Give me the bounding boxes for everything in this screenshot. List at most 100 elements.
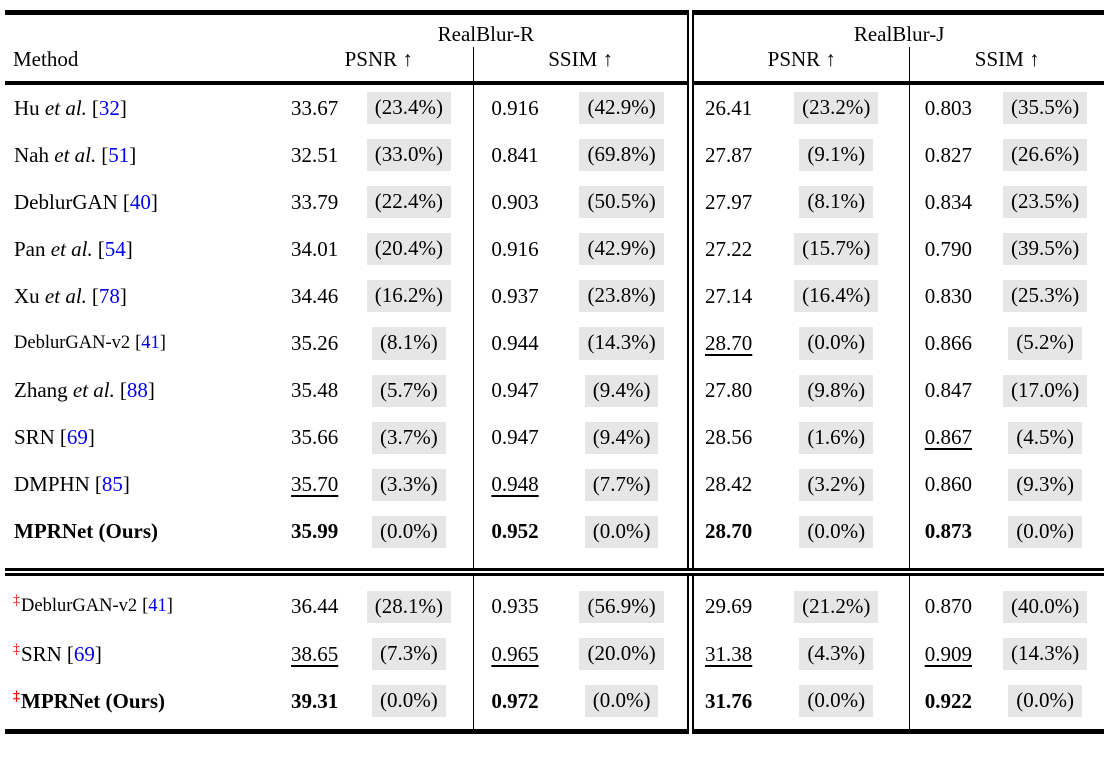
citation-number[interactable]: 88 bbox=[126, 378, 148, 403]
citation-number[interactable]: 69 bbox=[66, 425, 88, 450]
ssim-realblur-j-cell: 0.790 bbox=[909, 226, 987, 274]
psnr-realblur-j-pct-cell: (0.0%) bbox=[763, 509, 910, 572]
method-cite[interactable]: [41] bbox=[135, 333, 166, 353]
metric-value: 35.99 bbox=[291, 519, 339, 544]
citation-number[interactable]: 40 bbox=[129, 189, 151, 214]
metric-pct: (0.0%) bbox=[372, 515, 446, 548]
ssim-realblur-j-pct-cell: (17.0%) bbox=[986, 368, 1104, 415]
method-name: Hu bbox=[14, 95, 40, 120]
citation-number[interactable]: 54 bbox=[104, 236, 126, 261]
metric-value: 32.51 bbox=[291, 142, 339, 167]
citation-number[interactable]: 69 bbox=[73, 641, 95, 666]
metric-value: 0.803 bbox=[924, 95, 972, 120]
cite-bracket-open: [ bbox=[122, 189, 130, 214]
ssim-realblur-r-pct-cell: (50.5%) bbox=[556, 179, 691, 226]
ssim-realblur-r-cell: 0.965 bbox=[473, 631, 556, 679]
psnr-realblur-r-pct-cell: (7.3%) bbox=[345, 631, 474, 678]
citation-number[interactable]: 85 bbox=[101, 472, 123, 497]
metric-pct: (9.8%) bbox=[799, 374, 874, 407]
ssim-realblur-r-pct-cell: (0.0%) bbox=[556, 509, 691, 572]
metric-pct: (20.0%) bbox=[579, 638, 664, 671]
method-header-spacer bbox=[5, 13, 285, 48]
ssim-realblur-j-pct-cell: (0.0%) bbox=[986, 678, 1104, 732]
ssim-realblur-r-pct-cell: (9.4%) bbox=[556, 368, 691, 415]
method-cite[interactable]: [40] bbox=[123, 190, 158, 214]
metric-pct: (0.0%) bbox=[799, 515, 874, 548]
cite-bracket-close: ] bbox=[147, 378, 155, 403]
cite-bracket-open: [ bbox=[66, 641, 74, 666]
ssim-realblur-r-pct-cell: (23.8%) bbox=[556, 273, 691, 320]
method-cite[interactable]: [69] bbox=[60, 425, 95, 449]
ssim-realblur-r-cell: 0.937 bbox=[473, 273, 556, 321]
metric-value: 0.922 bbox=[924, 688, 972, 713]
psnr-realblur-j-cell: 27.22 bbox=[687, 226, 764, 274]
psnr-realblur-r-cell: 38.65 bbox=[285, 631, 345, 678]
method-cite[interactable]: [88] bbox=[120, 378, 155, 402]
ssim-realblur-j-cell: 0.922 bbox=[909, 678, 987, 732]
method-cite[interactable]: [51] bbox=[101, 143, 136, 167]
psnr-header-realblur-r: PSNR ↑ bbox=[284, 47, 474, 85]
method-cell: ‡MPRNet (Ours)[] bbox=[5, 678, 285, 732]
ssim-header-realblur-j: SSIM ↑ bbox=[909, 47, 1104, 85]
ssim-realblur-r-cell: 0.947 bbox=[473, 414, 556, 462]
cite-bracket-open: [ bbox=[91, 95, 99, 120]
metric-pct: (0.0%) bbox=[584, 685, 659, 718]
method-cite[interactable]: [69] bbox=[67, 642, 102, 666]
cite-bracket-close: ] bbox=[122, 472, 130, 497]
metric-value: 35.66 bbox=[291, 425, 339, 450]
psnr-realblur-r-cell: 35.26 bbox=[285, 320, 345, 367]
metric-pct: (1.6%) bbox=[799, 421, 874, 454]
citation-number[interactable]: 41 bbox=[148, 596, 167, 617]
metric-value: 33.67 bbox=[291, 95, 339, 120]
method-cell: Hu et al. [32] bbox=[5, 83, 285, 132]
citation-number[interactable]: 51 bbox=[108, 142, 130, 167]
ssim-realblur-j-cell: 0.847 bbox=[909, 367, 987, 415]
psnr-realblur-r-cell: 35.66 bbox=[285, 415, 345, 462]
ssim-realblur-j-pct-cell: (9.3%) bbox=[986, 462, 1104, 509]
ssim-realblur-r-cell: 0.916 bbox=[473, 226, 556, 274]
metric-value: 34.46 bbox=[291, 283, 339, 308]
psnr-realblur-j-cell: 31.76 bbox=[687, 678, 764, 732]
psnr-realblur-j-pct-cell: (0.0%) bbox=[763, 320, 910, 367]
cite-bracket-open: [ bbox=[101, 142, 109, 167]
psnr-realblur-r-pct-cell: (16.2%) bbox=[345, 273, 474, 320]
metric-pct: (28.1%) bbox=[366, 590, 452, 624]
ssim-realblur-j-cell: 0.834 bbox=[909, 179, 987, 227]
metric-value: 29.69 bbox=[705, 594, 753, 619]
method-cite[interactable]: [41] bbox=[142, 596, 173, 616]
ssim-realblur-j-cell: 0.803 bbox=[909, 83, 987, 133]
ssim-realblur-j-pct-cell: (39.5%) bbox=[986, 226, 1104, 273]
metric-value: 27.80 bbox=[705, 378, 753, 403]
ssim-realblur-r-pct-cell: (7.7%) bbox=[556, 462, 691, 509]
metric-pct: (9.1%) bbox=[799, 139, 874, 172]
method-cell: SRN [69] bbox=[5, 415, 285, 462]
psnr-realblur-j-pct-cell: (16.4%) bbox=[763, 273, 910, 320]
cite-bracket-close: ] bbox=[159, 333, 166, 354]
method-cite[interactable]: [85] bbox=[95, 472, 130, 496]
citation-number[interactable]: 32 bbox=[98, 95, 120, 120]
metric-value: 27.14 bbox=[705, 283, 753, 308]
method-cite[interactable]: [54] bbox=[98, 237, 133, 261]
metric-value: 0.937 bbox=[491, 283, 539, 308]
citation-number[interactable]: 41 bbox=[141, 333, 160, 354]
psnr-realblur-r-cell: 35.70 bbox=[285, 462, 345, 509]
psnr-realblur-j-cell: 27.87 bbox=[687, 132, 764, 180]
psnr-realblur-j-cell: 28.56 bbox=[687, 414, 764, 462]
method-name: MPRNet (Ours) bbox=[14, 519, 159, 544]
ssim-realblur-j-pct-cell: (40.0%) bbox=[986, 567, 1104, 632]
ssim-realblur-r-cell: 0.972 bbox=[473, 678, 556, 732]
psnr-header-realblur-j: PSNR ↑ bbox=[687, 47, 910, 85]
metric-value: 0.947 bbox=[491, 425, 539, 450]
method-cite[interactable]: [32] bbox=[92, 96, 127, 120]
method-cite[interactable]: [78] bbox=[92, 284, 127, 308]
psnr-realblur-r-pct-cell: (8.1%) bbox=[345, 320, 474, 367]
ssim-realblur-j-cell: 0.827 bbox=[909, 132, 987, 180]
metric-pct: (21.2%) bbox=[794, 590, 879, 624]
table-header: RealBlur-R RealBlur-J Method PSNR ↑ SSIM… bbox=[5, 12, 1104, 85]
psnr-realblur-j-pct-cell: (3.2%) bbox=[763, 462, 910, 509]
citation-number[interactable]: 78 bbox=[98, 283, 120, 308]
psnr-realblur-j-pct-cell: (8.1%) bbox=[763, 179, 910, 226]
metric-pct: (40.0%) bbox=[1003, 590, 1088, 624]
metric-value: 0.834 bbox=[924, 189, 972, 214]
psnr-realblur-j-pct-cell: (9.1%) bbox=[763, 132, 910, 179]
